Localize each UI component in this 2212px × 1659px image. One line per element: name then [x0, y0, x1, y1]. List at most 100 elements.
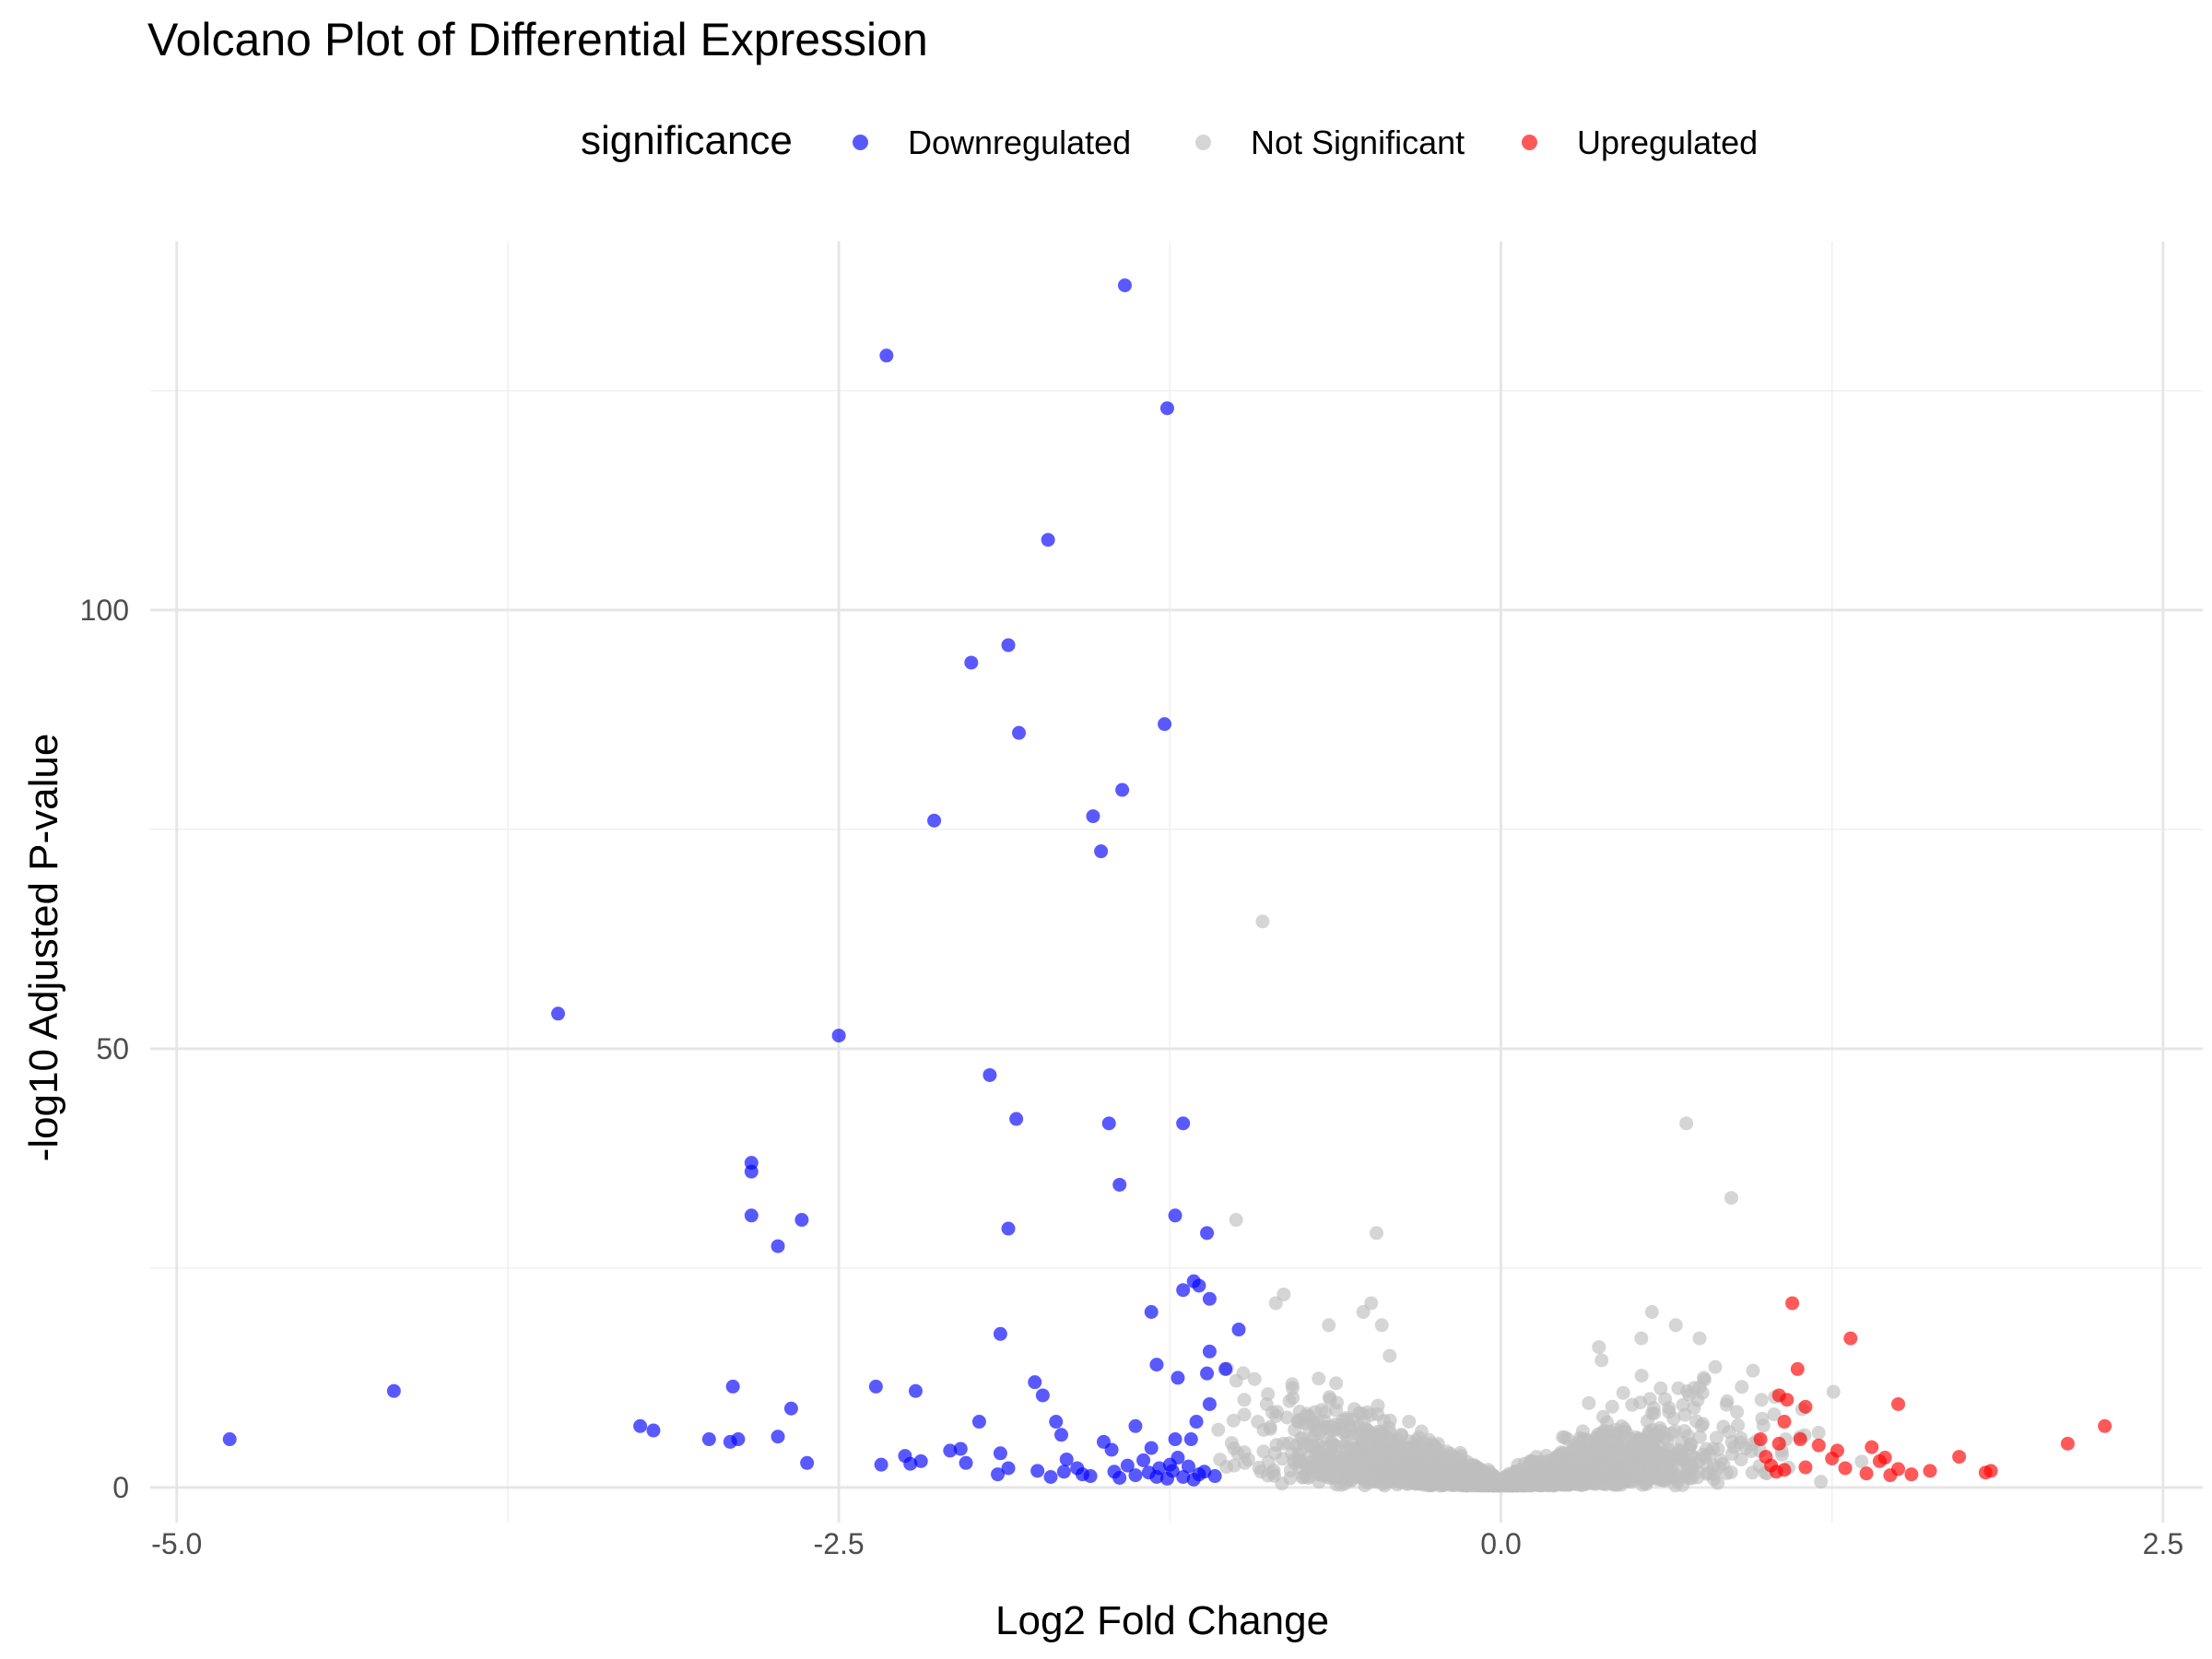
y-tick-label: 0	[112, 1471, 129, 1504]
data-point-downregulated	[1192, 1467, 1206, 1482]
data-point-downregulated	[1168, 1432, 1182, 1447]
data-point-upregulated	[1983, 1464, 1998, 1478]
data-point-not-significant	[1533, 1454, 1547, 1469]
data-point-not-significant	[1616, 1385, 1630, 1400]
data-point-downregulated	[1049, 1415, 1064, 1430]
data-point-upregulated	[1769, 1465, 1783, 1479]
data-point-not-significant	[1625, 1397, 1640, 1412]
data-point-downregulated	[1189, 1415, 1204, 1430]
data-point-not-significant	[1314, 1447, 1329, 1462]
data-point-downregulated	[1165, 1464, 1180, 1478]
data-point-not-significant	[1500, 1477, 1515, 1492]
data-point-downregulated	[1171, 1371, 1185, 1385]
data-point-not-significant	[1300, 1460, 1315, 1475]
data-point-not-significant	[1312, 1371, 1326, 1386]
data-point-not-significant	[1692, 1430, 1707, 1444]
y-tick-label: 100	[80, 594, 129, 627]
data-point-upregulated	[1825, 1452, 1840, 1465]
data-point-downregulated	[1159, 401, 1174, 416]
data-point-downregulated	[1158, 717, 1172, 732]
data-point-downregulated	[1094, 844, 1109, 859]
data-point-not-significant	[1414, 1475, 1429, 1489]
data-point-downregulated	[1128, 1418, 1143, 1433]
data-point-downregulated	[1059, 1452, 1074, 1466]
data-point-not-significant	[1682, 1471, 1697, 1486]
data-point-downregulated	[1144, 1441, 1159, 1455]
data-point-not-significant	[1712, 1460, 1726, 1475]
data-point-downregulated	[1202, 1396, 1217, 1411]
data-point-downregulated	[723, 1434, 737, 1449]
data-point-not-significant	[1592, 1340, 1606, 1355]
data-point-downregulated	[982, 1067, 997, 1082]
data-point-upregulated	[1790, 1361, 1805, 1376]
data-point-downregulated	[1030, 1464, 1045, 1478]
data-point-upregulated	[1780, 1393, 1794, 1407]
data-point-upregulated	[1798, 1460, 1813, 1475]
data-point-downregulated	[1202, 1344, 1217, 1359]
data-point-downregulated	[1192, 1278, 1206, 1293]
legend-label-upregulated: Upregulated	[1577, 124, 1759, 161]
data-point-downregulated	[1218, 1361, 1233, 1376]
data-point-not-significant	[1767, 1407, 1782, 1422]
data-point-not-significant	[1594, 1353, 1609, 1368]
data-point-not-significant	[1692, 1331, 1707, 1346]
data-point-not-significant	[1399, 1453, 1414, 1468]
data-point-downregulated	[222, 1432, 237, 1447]
data-point-downregulated	[1168, 1208, 1182, 1223]
data-point-downregulated	[959, 1455, 973, 1470]
data-point-not-significant	[1642, 1392, 1657, 1406]
data-point-not-significant	[1285, 1377, 1300, 1392]
data-point-downregulated	[1009, 1112, 1024, 1126]
data-point-not-significant	[1666, 1411, 1681, 1426]
data-point-downregulated	[1056, 1465, 1071, 1479]
data-point-not-significant	[1375, 1426, 1390, 1441]
data-point-not-significant	[1318, 1405, 1333, 1419]
data-point-not-significant	[1610, 1434, 1625, 1449]
data-point-not-significant	[1583, 1442, 1598, 1457]
data-point-downregulated	[1176, 1283, 1191, 1298]
data-point-downregulated	[874, 1457, 888, 1472]
data-point-not-significant	[1410, 1459, 1425, 1474]
data-point-not-significant	[1371, 1406, 1385, 1421]
data-point-downregulated	[1041, 533, 1055, 547]
data-point-downregulated	[1117, 278, 1132, 293]
data-point-not-significant	[1854, 1454, 1869, 1469]
data-point-not-significant	[1670, 1474, 1685, 1488]
data-point-not-significant	[1557, 1456, 1571, 1471]
data-point-not-significant	[1402, 1414, 1417, 1429]
data-point-upregulated	[1753, 1432, 1768, 1447]
data-point-not-significant	[1268, 1296, 1283, 1311]
data-point-downregulated	[701, 1432, 716, 1447]
x-tick-label: -5.0	[151, 1527, 202, 1560]
data-point-not-significant	[1595, 1409, 1610, 1424]
data-point-not-significant	[1255, 914, 1270, 929]
data-point-downregulated	[879, 348, 894, 363]
x-tick-label: 2.5	[2143, 1527, 2183, 1560]
legend-key-not-significant	[1195, 135, 1211, 150]
data-point-downregulated	[1149, 1358, 1164, 1372]
data-point-downregulated	[993, 1326, 1007, 1341]
data-point-downregulated	[633, 1418, 648, 1433]
data-point-downregulated	[1035, 1388, 1050, 1403]
data-point-not-significant	[1622, 1442, 1637, 1457]
data-point-not-significant	[1653, 1420, 1667, 1435]
data-point-downregulated	[1136, 1453, 1151, 1467]
data-point-not-significant	[1528, 1471, 1543, 1486]
x-tick-label: -2.5	[814, 1527, 865, 1560]
data-point-downregulated	[771, 1239, 785, 1253]
data-point-downregulated	[771, 1430, 785, 1444]
data-point-not-significant	[1352, 1450, 1367, 1465]
data-point-not-significant	[1811, 1426, 1826, 1441]
data-point-not-significant	[1687, 1381, 1701, 1395]
data-point-downregulated	[1128, 1468, 1143, 1483]
data-point-not-significant	[1551, 1477, 1566, 1491]
data-point-downregulated	[964, 655, 979, 670]
data-point-downregulated	[1120, 1458, 1135, 1473]
data-point-downregulated	[1001, 1221, 1016, 1236]
data-point-not-significant	[1618, 1424, 1632, 1439]
data-point-not-significant	[1321, 1460, 1335, 1475]
data-point-not-significant	[1252, 1460, 1266, 1475]
data-point-not-significant	[1605, 1399, 1619, 1414]
data-point-downregulated	[1028, 1375, 1042, 1390]
